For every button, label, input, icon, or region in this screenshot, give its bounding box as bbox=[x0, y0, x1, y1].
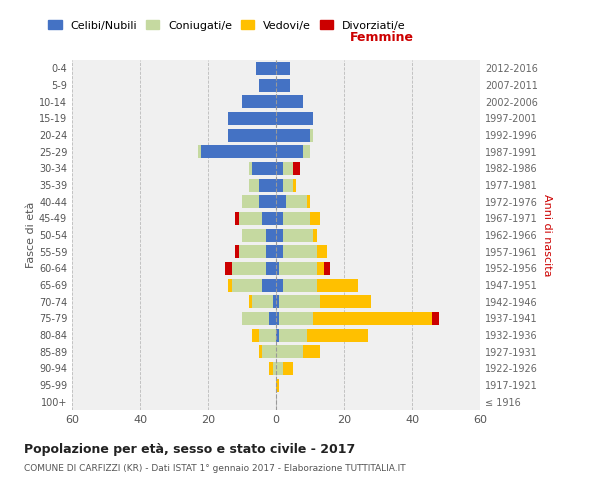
Bar bbox=[259, 195, 276, 208]
Bar bbox=[266, 228, 276, 241]
Bar bbox=[276, 362, 283, 375]
Bar bbox=[280, 312, 313, 325]
Bar bbox=[276, 178, 283, 192]
Bar bbox=[280, 328, 307, 342]
Bar bbox=[229, 112, 276, 125]
Bar bbox=[259, 78, 276, 92]
Bar bbox=[276, 162, 283, 175]
Bar bbox=[276, 245, 283, 258]
Bar bbox=[259, 345, 262, 358]
Y-axis label: Anni di nascita: Anni di nascita bbox=[542, 194, 551, 276]
Bar bbox=[283, 162, 293, 175]
Bar bbox=[269, 362, 272, 375]
Bar bbox=[283, 212, 310, 225]
Bar bbox=[293, 178, 296, 192]
Bar bbox=[323, 262, 331, 275]
Bar bbox=[317, 245, 327, 258]
Bar bbox=[276, 228, 283, 241]
Text: Femmine: Femmine bbox=[350, 32, 414, 44]
Bar bbox=[276, 295, 280, 308]
Bar bbox=[276, 262, 280, 275]
Bar bbox=[283, 178, 293, 192]
Bar bbox=[249, 162, 252, 175]
Bar bbox=[259, 178, 276, 192]
Bar bbox=[317, 262, 323, 275]
Bar bbox=[232, 278, 262, 291]
Bar bbox=[272, 295, 276, 308]
Bar bbox=[266, 262, 276, 275]
Bar bbox=[232, 262, 266, 275]
Bar bbox=[262, 212, 276, 225]
Bar bbox=[252, 295, 272, 308]
Bar bbox=[317, 278, 358, 291]
Bar bbox=[249, 295, 252, 308]
Bar bbox=[256, 62, 276, 75]
Bar bbox=[313, 312, 433, 325]
Bar bbox=[249, 178, 259, 192]
Bar bbox=[286, 195, 307, 208]
Bar bbox=[259, 328, 276, 342]
Bar bbox=[252, 328, 259, 342]
Bar bbox=[262, 278, 276, 291]
Bar bbox=[276, 78, 290, 92]
Bar bbox=[276, 328, 280, 342]
Bar bbox=[242, 228, 266, 241]
Bar bbox=[280, 295, 320, 308]
Bar bbox=[276, 345, 303, 358]
Bar bbox=[235, 212, 239, 225]
Bar bbox=[242, 195, 259, 208]
Bar bbox=[293, 162, 300, 175]
Bar bbox=[276, 95, 303, 108]
Bar bbox=[276, 195, 286, 208]
Bar bbox=[307, 195, 310, 208]
Bar bbox=[310, 212, 320, 225]
Y-axis label: Fasce di età: Fasce di età bbox=[26, 202, 36, 268]
Bar bbox=[229, 278, 232, 291]
Bar bbox=[280, 262, 317, 275]
Bar bbox=[276, 112, 313, 125]
Bar bbox=[262, 345, 276, 358]
Bar bbox=[303, 345, 320, 358]
Bar bbox=[276, 145, 303, 158]
Bar bbox=[303, 145, 310, 158]
Bar bbox=[276, 312, 280, 325]
Bar bbox=[283, 362, 293, 375]
Bar bbox=[266, 245, 276, 258]
Bar bbox=[198, 145, 201, 158]
Bar bbox=[269, 312, 276, 325]
Bar bbox=[225, 262, 232, 275]
Bar bbox=[235, 245, 239, 258]
Bar bbox=[242, 95, 276, 108]
Bar bbox=[239, 245, 266, 258]
Text: Popolazione per età, sesso e stato civile - 2017: Popolazione per età, sesso e stato civil… bbox=[24, 442, 355, 456]
Bar bbox=[320, 295, 371, 308]
Bar bbox=[272, 362, 276, 375]
Legend: Celibi/Nubili, Coniugati/e, Vedovi/e, Divorziati/e: Celibi/Nubili, Coniugati/e, Vedovi/e, Di… bbox=[48, 20, 406, 30]
Bar bbox=[276, 278, 283, 291]
Bar bbox=[229, 128, 276, 141]
Bar bbox=[201, 145, 276, 158]
Bar bbox=[307, 328, 368, 342]
Bar bbox=[283, 228, 313, 241]
Bar bbox=[313, 228, 317, 241]
Bar bbox=[283, 278, 317, 291]
Bar bbox=[310, 128, 313, 141]
Bar bbox=[242, 312, 269, 325]
Bar bbox=[276, 128, 310, 141]
Bar bbox=[239, 212, 262, 225]
Bar bbox=[283, 245, 317, 258]
Bar bbox=[433, 312, 439, 325]
Bar bbox=[276, 62, 290, 75]
Bar bbox=[276, 378, 280, 392]
Text: COMUNE DI CARFIZZI (KR) - Dati ISTAT 1° gennaio 2017 - Elaborazione TUTTITALIA.I: COMUNE DI CARFIZZI (KR) - Dati ISTAT 1° … bbox=[24, 464, 406, 473]
Bar bbox=[276, 212, 283, 225]
Bar bbox=[252, 162, 276, 175]
